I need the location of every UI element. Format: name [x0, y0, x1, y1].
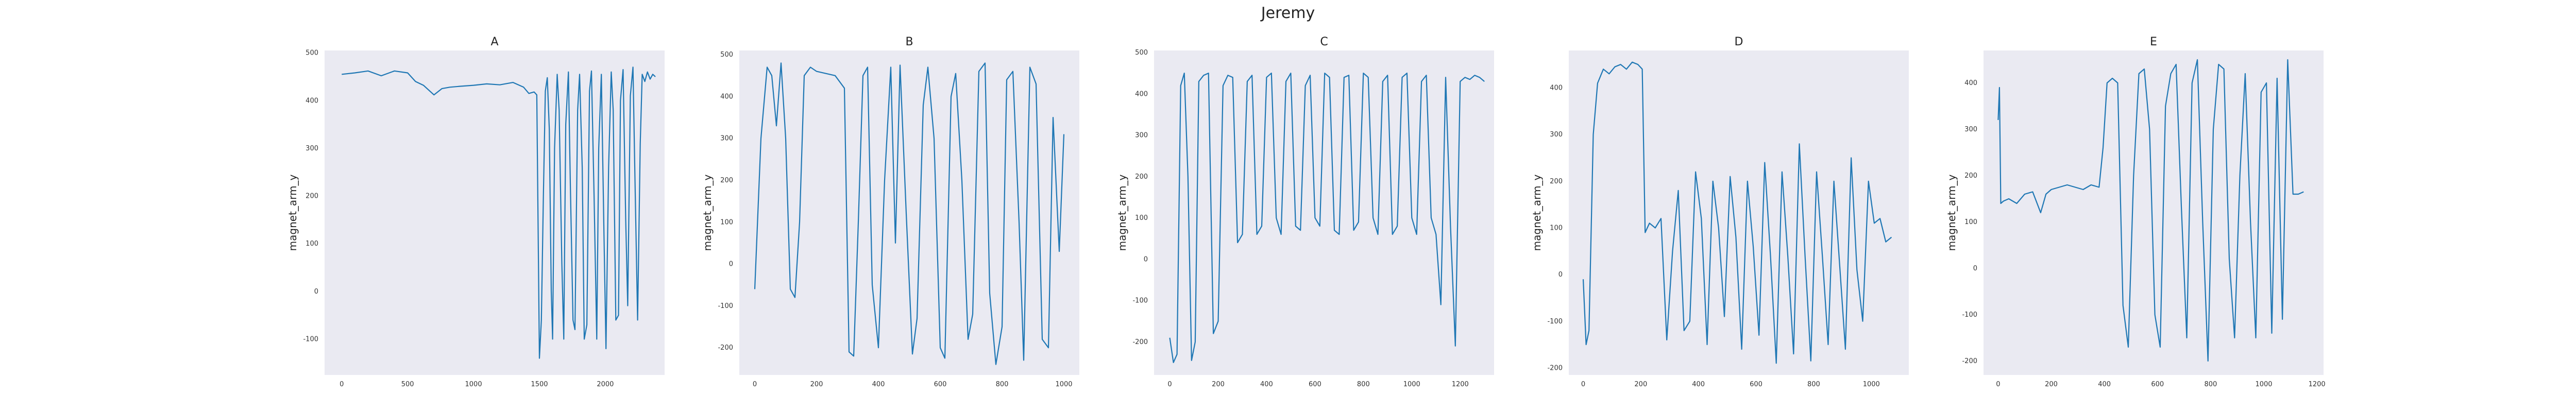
x-tick-label: 1500 — [531, 381, 548, 388]
x-tick-label: 800 — [2204, 381, 2217, 388]
y-tick-label: 500 — [1135, 49, 1148, 57]
y-tick-label: 300 — [1135, 132, 1148, 140]
x-tick-label: 0 — [1581, 381, 1585, 388]
y-tick-label: 300 — [306, 145, 318, 152]
y-axis-label: magnet_arm_y — [286, 174, 299, 251]
y-tick-label: 400 — [1135, 90, 1148, 98]
y-tick-label: 200 — [1135, 173, 1148, 181]
y-tick-label: -200 — [1132, 338, 1148, 346]
y-tick-label: 400 — [1964, 79, 1977, 87]
y-tick-label: 400 — [720, 93, 733, 100]
x-tick-label: 600 — [2151, 381, 2164, 388]
x-tick-label: 800 — [1357, 381, 1370, 388]
plot-area — [1984, 50, 2324, 375]
y-tick-label: 200 — [720, 177, 733, 184]
x-tick-label: 600 — [1309, 381, 1321, 388]
x-tick-label: 1000 — [1403, 381, 1420, 388]
y-tick-label: 300 — [1964, 126, 1977, 133]
x-tick-label: 1000 — [1863, 381, 1880, 388]
y-tick-label: 0 — [1144, 255, 1148, 263]
x-tick-label: 600 — [934, 381, 947, 388]
chart-title: D — [1735, 36, 1743, 48]
y-tick-label: 0 — [314, 288, 318, 296]
y-tick-label: 100 — [720, 218, 733, 226]
y-tick-label: 100 — [1135, 214, 1148, 222]
x-tick-label: 1200 — [2309, 381, 2326, 388]
y-axis-label: magnet_arm_y — [701, 174, 714, 251]
y-tick-label: 500 — [720, 51, 733, 59]
y-tick-label: 100 — [306, 240, 318, 248]
series-line — [1582, 61, 1892, 364]
x-tick-label: 500 — [401, 381, 414, 388]
x-tick-label: 0 — [1167, 381, 1172, 388]
x-tick-label: 1200 — [1452, 381, 1469, 388]
chart-title: B — [905, 36, 913, 48]
x-tick-label: 0 — [753, 381, 757, 388]
x-tick-label: 200 — [1212, 381, 1225, 388]
y-tick-label: 400 — [1550, 84, 1563, 92]
x-tick-label: 400 — [2098, 381, 2111, 388]
series-line — [754, 62, 1065, 365]
y-tick-label: 200 — [306, 193, 318, 200]
y-tick-label: -100 — [718, 302, 733, 310]
x-tick-label: 400 — [872, 381, 885, 388]
chart-title: C — [1320, 36, 1328, 48]
x-tick-label: 400 — [1260, 381, 1273, 388]
x-tick-label: 0 — [1996, 381, 2000, 388]
y-tick-label: -100 — [303, 336, 318, 344]
y-tick-label: 400 — [306, 97, 318, 105]
y-tick-label: 200 — [1550, 178, 1563, 185]
y-axis-label: magnet_arm_y — [1116, 174, 1128, 251]
y-axis-label: magnet_arm_y — [1531, 174, 1543, 251]
y-tick-label: 0 — [729, 261, 733, 268]
y-tick-label: 0 — [1973, 265, 1977, 272]
y-tick-label: 0 — [1558, 271, 1563, 279]
y-tick-label: 300 — [720, 135, 733, 143]
x-tick-label: 2000 — [597, 381, 614, 388]
figure-title: Jeremy — [1261, 4, 1315, 22]
plot-area — [739, 50, 1079, 375]
y-tick-label: -200 — [1962, 357, 1977, 365]
y-tick-label: 100 — [1550, 224, 1563, 232]
y-tick-label: 300 — [1550, 131, 1563, 139]
y-tick-label: -200 — [1547, 364, 1563, 372]
x-tick-label: 1000 — [465, 381, 482, 388]
series-line — [1997, 59, 2304, 362]
y-tick-label: -100 — [1962, 311, 1977, 319]
x-tick-label: 0 — [340, 381, 344, 388]
y-tick-label: -100 — [1132, 297, 1148, 305]
y-tick-label: -100 — [1547, 318, 1563, 325]
y-tick-label: -200 — [718, 344, 733, 352]
x-tick-label: 800 — [996, 381, 1009, 388]
y-tick-label: 100 — [1964, 218, 1977, 226]
series-line — [1169, 73, 1485, 364]
x-tick-label: 800 — [1807, 381, 1820, 388]
x-tick-label: 200 — [2045, 381, 2058, 388]
x-tick-label: 600 — [1750, 381, 1762, 388]
series-line — [342, 66, 656, 359]
y-tick-label: 200 — [1964, 172, 1977, 180]
plot-area — [325, 50, 665, 375]
y-axis-label: magnet_arm_y — [1945, 174, 1958, 251]
x-tick-label: 1000 — [2255, 381, 2272, 388]
chart-title: E — [2150, 36, 2157, 48]
x-tick-label: 200 — [1634, 381, 1647, 388]
x-tick-label: 400 — [1692, 381, 1705, 388]
x-tick-label: 1000 — [1055, 381, 1072, 388]
x-tick-label: 200 — [810, 381, 823, 388]
plot-area — [1569, 50, 1909, 375]
y-tick-label: 500 — [306, 49, 318, 57]
chart-title: A — [490, 36, 498, 48]
